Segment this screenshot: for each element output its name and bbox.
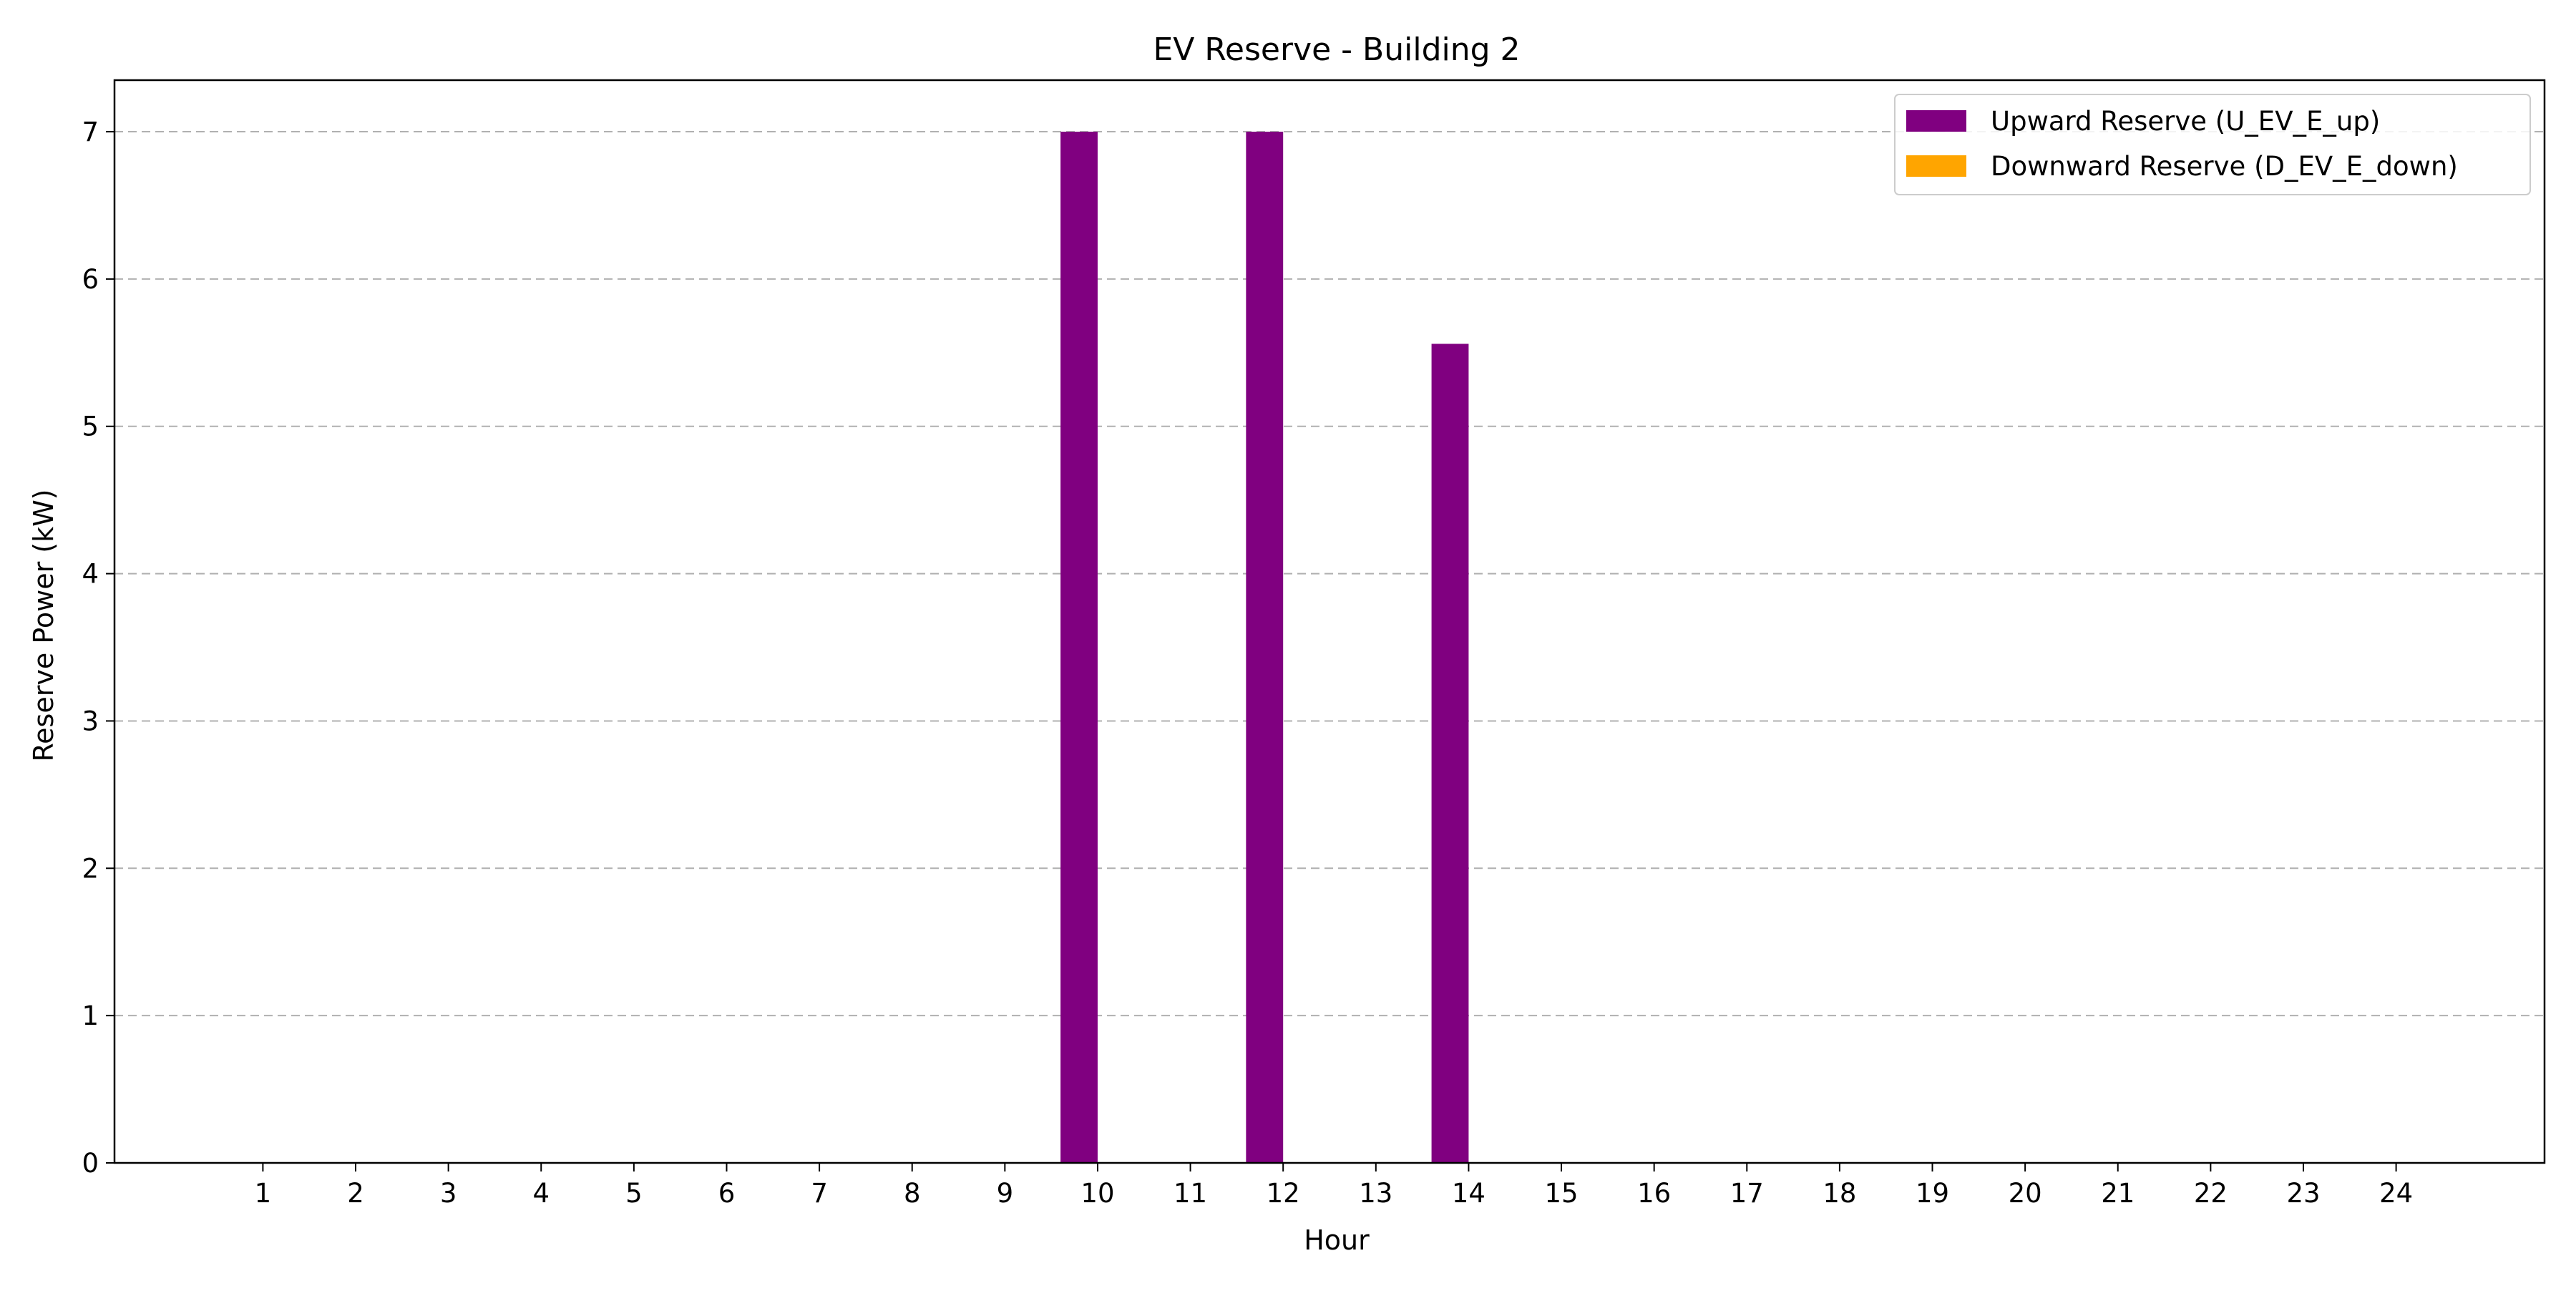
y-tick-label: 6	[82, 264, 99, 295]
x-tick-label: 16	[1637, 1178, 1671, 1209]
x-tick-label: 11	[1174, 1178, 1207, 1209]
bar-upward-hour-14	[1431, 344, 1469, 1163]
x-tick-label: 23	[2286, 1178, 2320, 1209]
x-tick-label: 19	[1916, 1178, 1949, 1209]
bar-upward-hour-10	[1060, 132, 1098, 1164]
x-tick-label: 21	[2101, 1178, 2135, 1209]
x-tick-label: 15	[1544, 1178, 1578, 1209]
x-tick-label: 17	[1730, 1178, 1764, 1209]
x-tick-label: 20	[2009, 1178, 2042, 1209]
x-tick-label: 3	[440, 1178, 457, 1209]
x-tick-label: 2	[347, 1178, 364, 1209]
x-tick-label: 9	[997, 1178, 1014, 1209]
y-axis-label: Reserve Power (kW)	[28, 489, 59, 761]
x-tick-label: 7	[811, 1178, 828, 1209]
y-tick-label: 5	[82, 411, 99, 442]
x-tick-label: 14	[1452, 1178, 1485, 1209]
bars	[1060, 132, 1469, 1164]
x-tick-label: 8	[904, 1178, 921, 1209]
bar-upward-hour-12	[1246, 132, 1284, 1164]
x-tick-label: 12	[1267, 1178, 1300, 1209]
y-tick-label: 1	[82, 1000, 99, 1031]
y-tick-label: 0	[82, 1148, 99, 1179]
x-tick-label: 13	[1359, 1178, 1392, 1209]
x-tick-label: 6	[718, 1178, 736, 1209]
x-tick-label: 4	[532, 1178, 550, 1209]
legend-label-downward: Downward Reserve (D_EV_E_down)	[1991, 151, 2458, 182]
x-tick-label: 18	[1823, 1178, 1856, 1209]
x-axis-label: Hour	[1304, 1224, 1370, 1256]
legend-label-upward: Upward Reserve (U_EV_E_up)	[1991, 106, 2380, 137]
legend-swatch-downward	[1906, 155, 1966, 177]
y-tick-label: 3	[82, 706, 99, 736]
x-tick-label: 22	[2194, 1178, 2228, 1209]
y-tick-label: 4	[82, 559, 99, 590]
plot-frame	[113, 79, 2546, 1164]
x-tick-label: 10	[1080, 1178, 1114, 1209]
y-tick-label: 2	[82, 853, 99, 884]
legend-box	[1894, 94, 2531, 195]
x-tick-label: 24	[2379, 1178, 2413, 1209]
x-tick-label: 1	[255, 1178, 272, 1209]
legend-swatch-upward	[1906, 110, 1966, 132]
chart-title: EV Reserve - Building 2	[1153, 31, 1520, 68]
y-tick-label: 7	[82, 117, 99, 147]
legend: Upward Reserve (U_EV_E_up) Downward Reser…	[1894, 94, 2531, 195]
x-tick-label: 5	[625, 1178, 643, 1209]
